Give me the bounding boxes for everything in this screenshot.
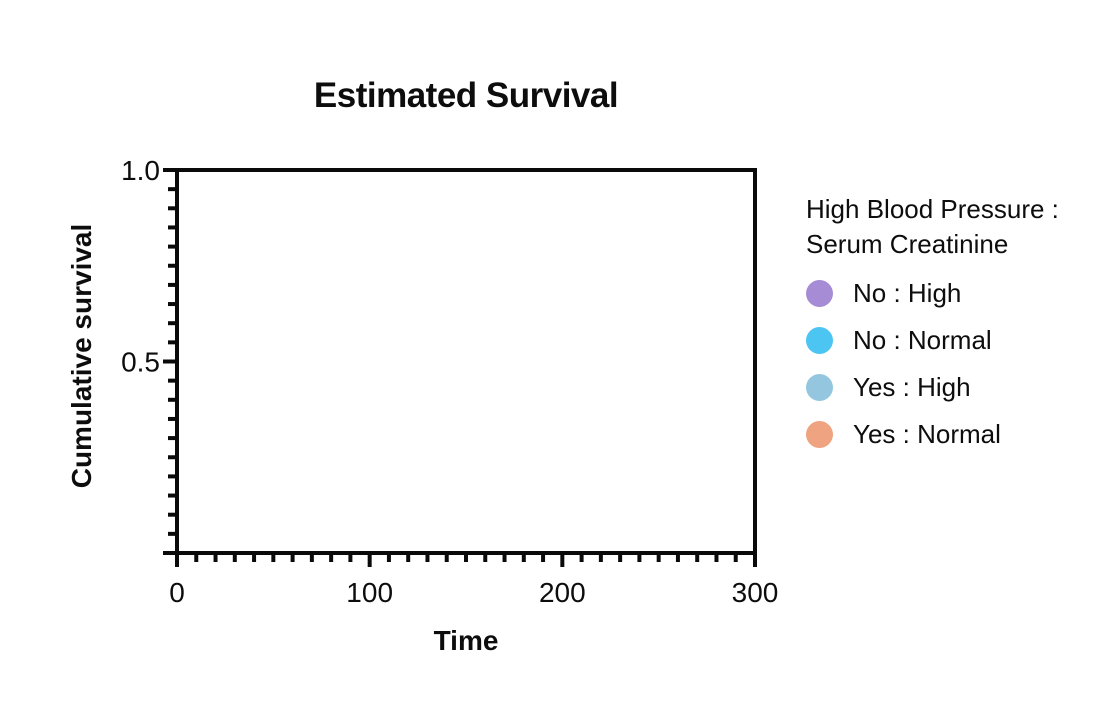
- x-tick-label: 200: [539, 577, 586, 608]
- legend-swatch-circle-icon: [806, 374, 833, 401]
- legend-swatch-circle-icon: [806, 327, 833, 354]
- x-tick-label: 0: [169, 577, 185, 608]
- legend-item: No : Normal: [806, 325, 1059, 356]
- legend-title-line1: High Blood Pressure :: [806, 194, 1059, 224]
- legend-item: Yes : Normal: [806, 419, 1059, 450]
- legend-item-label: No : High: [853, 278, 962, 308]
- y-tick-label: 1.0: [121, 155, 160, 186]
- legend-title-line2: Serum Creatinine: [806, 229, 1009, 259]
- legend-items: No : High No : Normal Yes : High Yes : N…: [806, 278, 1059, 450]
- y-axis-label: Cumulative survival: [66, 223, 97, 489]
- legend-swatch-circle-icon: [806, 421, 833, 448]
- legend-item-label: Yes : Normal: [853, 419, 1001, 449]
- plot-frame: [175, 168, 757, 555]
- chart-title: Estimated Survival: [313, 76, 619, 115]
- x-tick-label: 100: [346, 577, 393, 608]
- legend-item-label: No : Normal: [853, 325, 992, 355]
- legend-item: Yes : High: [806, 372, 1059, 403]
- legend-swatch-circle-icon: [806, 280, 833, 307]
- legend: High Blood Pressure : Serum Creatinine N…: [806, 192, 1059, 450]
- legend-title: High Blood Pressure : Serum Creatinine: [806, 192, 1059, 262]
- x-tick-label: 300: [732, 577, 779, 608]
- x-axis-label: Time: [433, 625, 499, 656]
- legend-item-label: Yes : High: [853, 372, 971, 402]
- y-tick-label: 0.5: [121, 347, 160, 378]
- legend-item: No : High: [806, 278, 1059, 309]
